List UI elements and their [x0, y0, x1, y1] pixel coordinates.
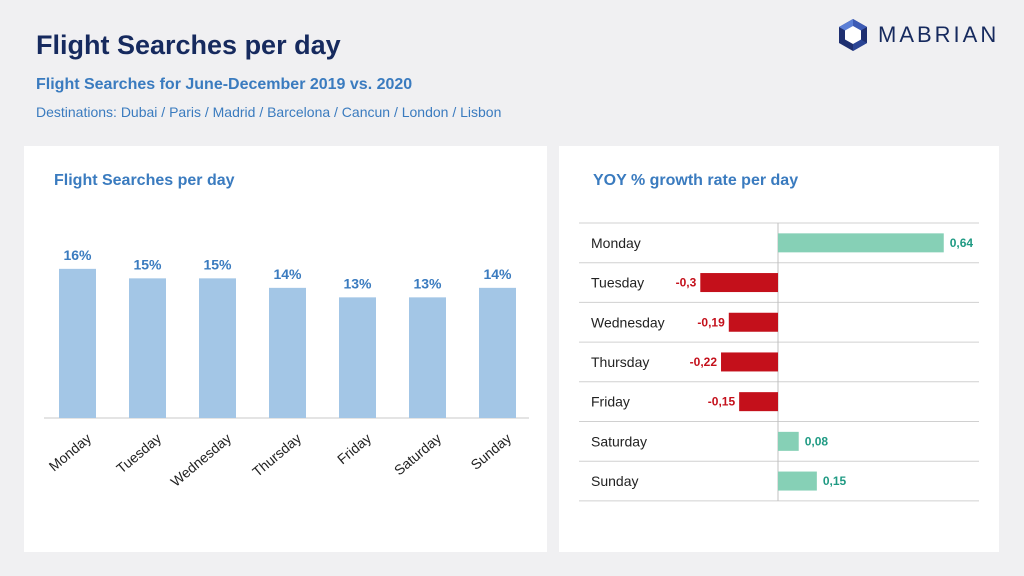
- x-tick-label-saturday: Saturday: [391, 430, 444, 478]
- y-tick-label-wednesday: Wednesday: [591, 314, 665, 330]
- x-tick-label-wednesday: Wednesday: [167, 430, 234, 490]
- x-tick-label-monday: Monday: [46, 430, 94, 474]
- y-tick-label-tuesday: Tuesday: [591, 275, 644, 291]
- data-label-tuesday: -0,3: [676, 276, 697, 290]
- y-tick-label-saturday: Saturday: [591, 433, 647, 449]
- x-tick-label-thursday: Thursday: [249, 430, 304, 480]
- destinations-text: Destinations: Dubai / Paris / Madrid / B…: [36, 104, 502, 120]
- bar-monday: [59, 268, 96, 418]
- data-label-saturday: 0,08: [805, 434, 829, 448]
- data-label-sunday: 0,15: [823, 474, 847, 488]
- data-label-saturday: 13%: [413, 275, 442, 291]
- data-label-friday: -0,15: [708, 395, 736, 409]
- searches-bar-chart: 16% Monday 15% Tuesday 15% Wednesday 14% Thursd…: [44, 247, 529, 490]
- bar-saturday: [778, 431, 799, 451]
- data-label-thursday: -0,22: [690, 355, 718, 369]
- growth-bar-chart: Monday 0,64 Tuesday -0,3 Wednesday -0,19 Thurs…: [579, 222, 979, 502]
- bar-saturday: [409, 297, 446, 418]
- y-tick-label-sunday: Sunday: [591, 473, 638, 489]
- bar-tuesday: [700, 273, 778, 293]
- bar-sunday: [479, 287, 516, 418]
- bar-sunday: [778, 471, 817, 491]
- bar-friday: [739, 392, 778, 412]
- data-label-tuesday: 15%: [133, 256, 162, 272]
- data-label-monday: 16%: [63, 247, 92, 263]
- searches-chart-panel: Flight Searches per day 16% Monday 15% Tues…: [24, 146, 547, 552]
- y-tick-label-friday: Friday: [591, 394, 630, 410]
- bar-tuesday: [129, 278, 166, 418]
- bar-friday: [339, 297, 376, 418]
- growth-chart-title: YOY % growth rate per day: [593, 172, 799, 189]
- data-label-friday: 13%: [343, 275, 372, 291]
- x-tick-label-sunday: Sunday: [467, 430, 514, 473]
- y-tick-label-monday: Monday: [591, 235, 641, 251]
- bar-wednesday: [728, 312, 778, 332]
- bar-thursday: [269, 287, 306, 418]
- searches-chart-title: Flight Searches per day: [54, 172, 235, 189]
- data-label-wednesday: 15%: [203, 256, 232, 272]
- hexagon-logo-icon: [839, 19, 867, 51]
- page-subtitle: Flight Searches for June-December 2019 v…: [36, 76, 413, 93]
- growth-chart-panel: YOY % growth rate per day Monday 0,64 Tues…: [559, 146, 999, 552]
- logo-text: MABRIAN: [878, 22, 1000, 47]
- data-label-thursday: 14%: [273, 266, 302, 282]
- bar-thursday: [721, 352, 778, 372]
- data-label-wednesday: -0,19: [697, 315, 725, 329]
- page-title: Flight Searches per day: [36, 30, 341, 60]
- y-tick-label-thursday: Thursday: [591, 354, 649, 370]
- bar-wednesday: [199, 278, 236, 418]
- bar-monday: [778, 233, 944, 253]
- data-label-sunday: 14%: [483, 266, 512, 282]
- brand-logo: MABRIAN: [836, 18, 999, 52]
- x-tick-label-tuesday: Tuesday: [113, 430, 164, 476]
- x-tick-label-friday: Friday: [334, 430, 374, 467]
- data-label-monday: 0,64: [950, 236, 974, 250]
